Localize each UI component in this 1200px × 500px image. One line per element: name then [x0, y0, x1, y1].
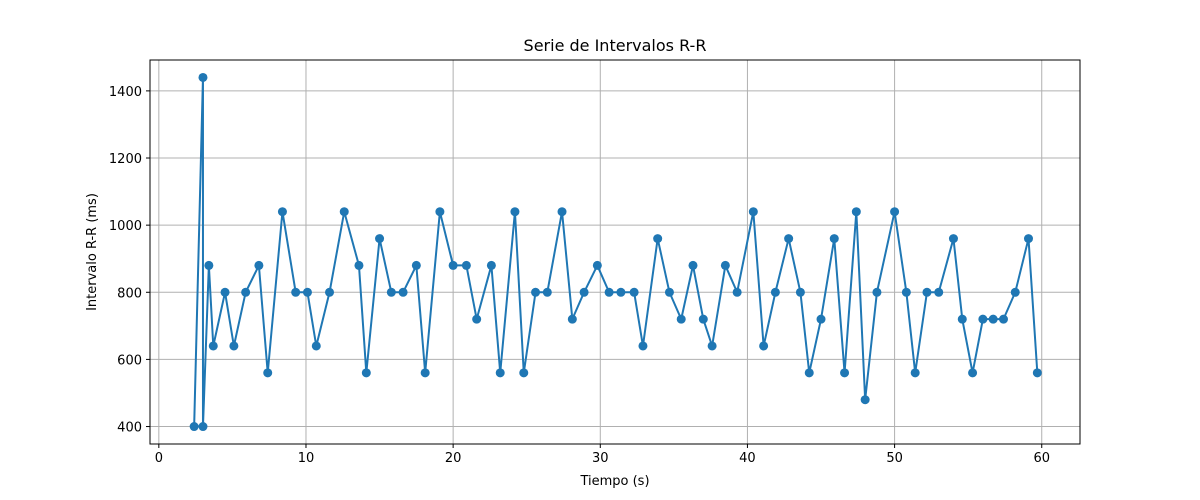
y-axis-label: Intervalo R-R (ms)	[85, 193, 100, 311]
data-point	[759, 341, 769, 351]
data-point	[254, 260, 264, 270]
data-point	[579, 287, 589, 297]
data-point	[816, 314, 826, 324]
data-point	[1032, 368, 1042, 378]
data-point	[890, 207, 900, 217]
y-tick-label: 1400	[109, 85, 142, 100]
data-point	[472, 314, 482, 324]
x-tick-label: 50	[886, 451, 903, 466]
x-tick-label: 10	[298, 451, 315, 466]
data-point	[968, 368, 978, 378]
data-point	[241, 287, 251, 297]
data-point	[198, 72, 208, 82]
data-point	[592, 260, 602, 270]
data-point	[770, 287, 780, 297]
data-point	[263, 368, 273, 378]
data-point	[604, 287, 614, 297]
data-point	[732, 287, 742, 297]
data-point	[988, 314, 998, 324]
y-axis-ticks: 400 600 800 1000 1200 1400	[109, 85, 150, 436]
data-point	[291, 287, 301, 297]
data-point	[910, 368, 920, 378]
data-point	[707, 341, 717, 351]
data-point	[872, 287, 882, 297]
data-point	[311, 341, 321, 351]
data-point	[204, 260, 214, 270]
data-point	[567, 314, 577, 324]
data-point	[435, 207, 445, 217]
data-point	[720, 260, 730, 270]
data-point	[629, 287, 639, 297]
data-point	[698, 314, 708, 324]
y-tick-label: 1200	[109, 152, 142, 167]
x-tick-label: 60	[1033, 451, 1050, 466]
data-point	[653, 234, 663, 244]
data-point	[829, 234, 839, 244]
data-point	[998, 314, 1008, 324]
data-point	[486, 260, 496, 270]
data-point	[922, 287, 932, 297]
data-point	[325, 287, 335, 297]
x-tick-label: 40	[739, 451, 756, 466]
y-tick-label: 800	[117, 286, 142, 301]
data-point	[901, 287, 911, 297]
x-axis-label: Tiempo (s)	[579, 474, 649, 489]
x-tick-label: 30	[592, 451, 609, 466]
x-tick-label: 20	[445, 451, 462, 466]
data-point	[189, 422, 199, 432]
plot-frame	[149, 59, 1081, 445]
data-point	[638, 341, 648, 351]
data-point	[978, 314, 988, 324]
data-point	[354, 260, 364, 270]
y-tick-label: 1000	[109, 219, 142, 234]
data-point	[531, 287, 541, 297]
data-point	[361, 368, 371, 378]
data-point	[784, 234, 794, 244]
data-point	[277, 207, 287, 217]
data-point	[795, 287, 805, 297]
data-point	[616, 287, 626, 297]
x-axis-ticks: 0 10 20 30 40 50 60	[155, 444, 1050, 466]
data-point	[542, 287, 552, 297]
data-point	[420, 368, 430, 378]
data-point	[840, 368, 850, 378]
data-point	[495, 368, 505, 378]
chart-title: Serie de Intervalos R-R	[524, 36, 707, 55]
y-tick-label: 600	[117, 353, 142, 368]
y-tick-label: 400	[117, 421, 142, 436]
data-point	[934, 287, 944, 297]
data-point	[676, 314, 686, 324]
x-tick-label: 0	[155, 451, 163, 466]
data-point	[220, 287, 230, 297]
data-point	[851, 207, 861, 217]
data-point	[557, 207, 567, 217]
data-point	[860, 395, 870, 405]
series-layer	[189, 72, 1042, 432]
data-point	[302, 287, 312, 297]
data-point	[957, 314, 967, 324]
data-point	[664, 287, 674, 297]
data-point	[948, 234, 958, 244]
data-point	[748, 207, 758, 217]
data-point	[510, 207, 520, 217]
data-point	[339, 207, 349, 217]
data-point	[386, 287, 396, 297]
data-point	[398, 287, 408, 297]
data-point	[229, 341, 239, 351]
data-point	[1010, 287, 1020, 297]
data-point	[375, 234, 385, 244]
data-point	[1023, 234, 1033, 244]
data-point	[804, 368, 814, 378]
data-point	[411, 260, 421, 270]
data-point	[519, 368, 529, 378]
data-point	[461, 260, 471, 270]
data-point	[688, 260, 698, 270]
data-point	[198, 422, 208, 432]
data-point	[208, 341, 218, 351]
data-point	[448, 260, 458, 270]
